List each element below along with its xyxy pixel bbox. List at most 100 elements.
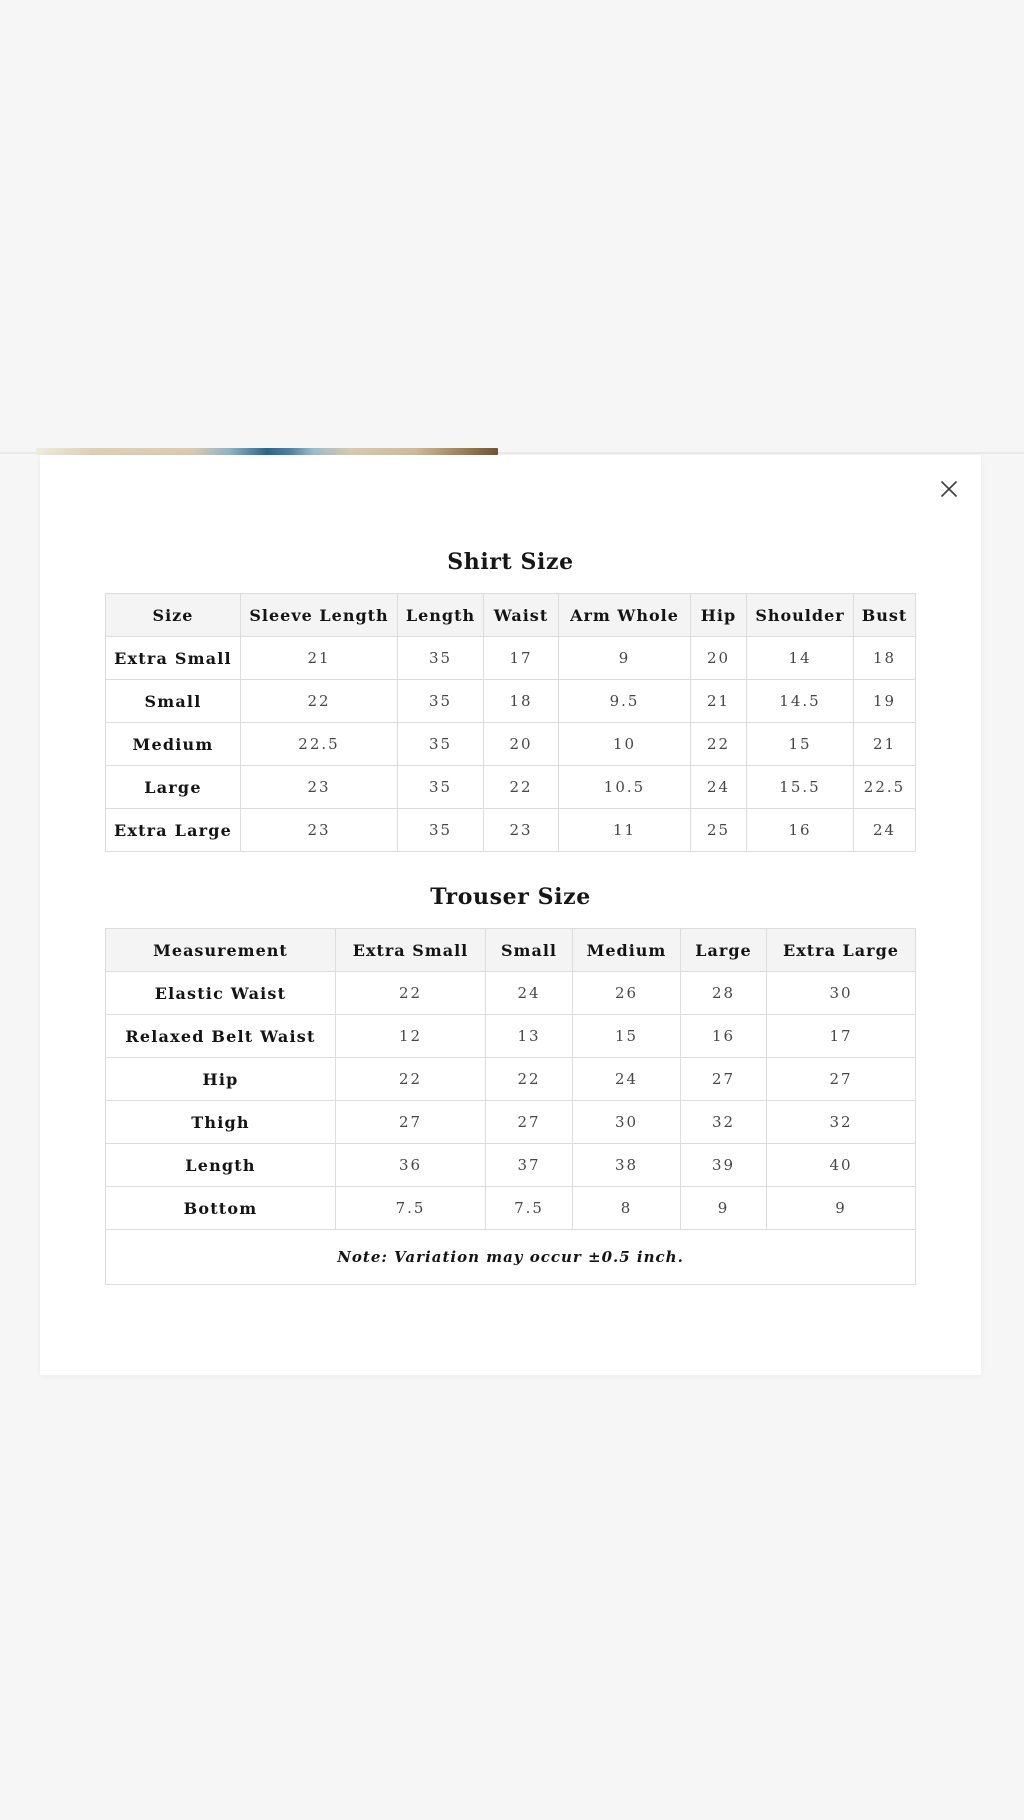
table-row: Elastic Waist 22 24 26 28 30 (105, 971, 916, 1015)
shirt-size-table: Size Sleeve Length Length Waist Arm Whole Hip… (105, 593, 916, 852)
trouser-size-table-container: Measurement Extra Small Small Medium Large Ex… (105, 928, 916, 1285)
table-row: Small 22 35 18 9.5 21 14.5 19 (105, 679, 916, 723)
size-value-cell: 30 (766, 971, 916, 1015)
column-header: Medium (572, 928, 681, 972)
size-value-cell: 24 (853, 808, 916, 852)
row-label: Hip (105, 1057, 336, 1101)
size-value-cell: 14 (746, 636, 854, 680)
trouser-size-table: Measurement Extra Small Small Medium Large Ex… (105, 928, 916, 1285)
column-header: Measurement (105, 928, 336, 972)
size-value-cell: 35 (397, 679, 484, 723)
column-header: Waist (483, 593, 559, 637)
row-label: Bottom (105, 1186, 336, 1230)
size-value-cell: 32 (766, 1100, 916, 1144)
table-row: Bottom 7.5 7.5 8 9 9 (105, 1186, 916, 1230)
size-value-cell: 27 (485, 1100, 573, 1144)
size-value-cell: 23 (240, 765, 398, 809)
close-icon (937, 477, 961, 501)
header-row: Measurement Extra Small Small Medium Large Ex… (105, 928, 916, 972)
size-value-cell: 13 (485, 1014, 573, 1058)
column-header: Hip (690, 593, 747, 637)
size-value-cell: 35 (397, 808, 484, 852)
size-value-cell: 16 (746, 808, 854, 852)
table-note: Note: Variation may occur ±0.5 inch. (105, 1229, 916, 1285)
size-value-cell: 20 (690, 636, 747, 680)
size-value-cell: 23 (483, 808, 559, 852)
size-value-cell: 21 (853, 722, 916, 766)
row-label: Large (105, 765, 241, 809)
row-label: Small (105, 679, 241, 723)
size-value-cell: 15.5 (746, 765, 854, 809)
header-row: Size Sleeve Length Length Waist Arm Whole Hip… (105, 593, 916, 637)
shirt-size-table-container: Size Sleeve Length Length Waist Arm Whole Hip… (105, 593, 916, 852)
size-value-cell: 17 (483, 636, 559, 680)
size-value-cell: 15 (572, 1014, 681, 1058)
close-button[interactable] (935, 475, 963, 503)
size-value-cell: 28 (680, 971, 767, 1015)
size-value-cell: 9 (766, 1186, 916, 1230)
row-label: Extra Small (105, 636, 241, 680)
size-value-cell: 20 (483, 722, 559, 766)
underlying-section-edge (0, 452, 1024, 454)
size-value-cell: 22 (240, 679, 398, 723)
size-value-cell: 40 (766, 1143, 916, 1187)
size-value-cell: 26 (572, 971, 681, 1015)
size-value-cell: 22 (335, 971, 486, 1015)
column-header: Arm Whole (558, 593, 691, 637)
size-value-cell: 35 (397, 765, 484, 809)
size-value-cell: 12 (335, 1014, 486, 1058)
size-value-cell: 22 (485, 1057, 573, 1101)
table-row: Thigh 27 27 30 32 32 (105, 1100, 916, 1144)
column-header: Small (485, 928, 573, 972)
size-value-cell: 24 (485, 971, 573, 1015)
column-header: Large (680, 928, 767, 972)
row-label: Elastic Waist (105, 971, 336, 1015)
column-header: Shoulder (746, 593, 854, 637)
size-value-cell: 10.5 (558, 765, 691, 809)
size-value-cell: 24 (572, 1057, 681, 1101)
size-value-cell: 23 (240, 808, 398, 852)
size-value-cell: 8 (572, 1186, 681, 1230)
size-value-cell: 21 (240, 636, 398, 680)
size-value-cell: 18 (483, 679, 559, 723)
size-value-cell: 9 (558, 636, 691, 680)
size-value-cell: 27 (680, 1057, 767, 1101)
size-value-cell: 10 (558, 722, 691, 766)
size-chart-modal: Shirt Size Size Sleeve Length Length Waist A… (40, 455, 981, 1375)
row-label: Relaxed Belt Waist (105, 1014, 336, 1058)
table-row: Extra Large 23 35 23 11 25 16 24 (105, 808, 916, 852)
size-value-cell: 35 (397, 636, 484, 680)
column-header: Extra Small (335, 928, 486, 972)
size-value-cell: 17 (766, 1014, 916, 1058)
column-header: Size (105, 593, 241, 637)
column-header: Bust (853, 593, 916, 637)
size-value-cell: 22 (335, 1057, 486, 1101)
table-row: Relaxed Belt Waist 12 13 15 16 17 (105, 1014, 916, 1058)
column-header: Sleeve Length (240, 593, 398, 637)
size-value-cell: 37 (485, 1143, 573, 1187)
size-value-cell: 22 (690, 722, 747, 766)
size-value-cell: 14.5 (746, 679, 854, 723)
size-value-cell: 30 (572, 1100, 681, 1144)
size-value-cell: 32 (680, 1100, 767, 1144)
table-row: Medium 22.5 35 20 10 22 15 21 (105, 722, 916, 766)
size-value-cell: 25 (690, 808, 747, 852)
size-value-cell: 11 (558, 808, 691, 852)
size-value-cell: 19 (853, 679, 916, 723)
size-value-cell: 16 (680, 1014, 767, 1058)
table-row: Length 36 37 38 39 40 (105, 1143, 916, 1187)
product-image-sliver (36, 448, 498, 455)
note-row: Note: Variation may occur ±0.5 inch. (105, 1229, 916, 1285)
size-value-cell: 22 (483, 765, 559, 809)
table-row: Large 23 35 22 10.5 24 15.5 22.5 (105, 765, 916, 809)
size-value-cell: 24 (690, 765, 747, 809)
size-value-cell: 9 (680, 1186, 767, 1230)
size-value-cell: 22.5 (853, 765, 916, 809)
row-label: Medium (105, 722, 241, 766)
size-value-cell: 27 (335, 1100, 486, 1144)
shirt-size-title: Shirt Size (447, 549, 574, 575)
size-value-cell: 18 (853, 636, 916, 680)
size-value-cell: 7.5 (335, 1186, 486, 1230)
trouser-size-title: Trouser Size (430, 884, 591, 910)
